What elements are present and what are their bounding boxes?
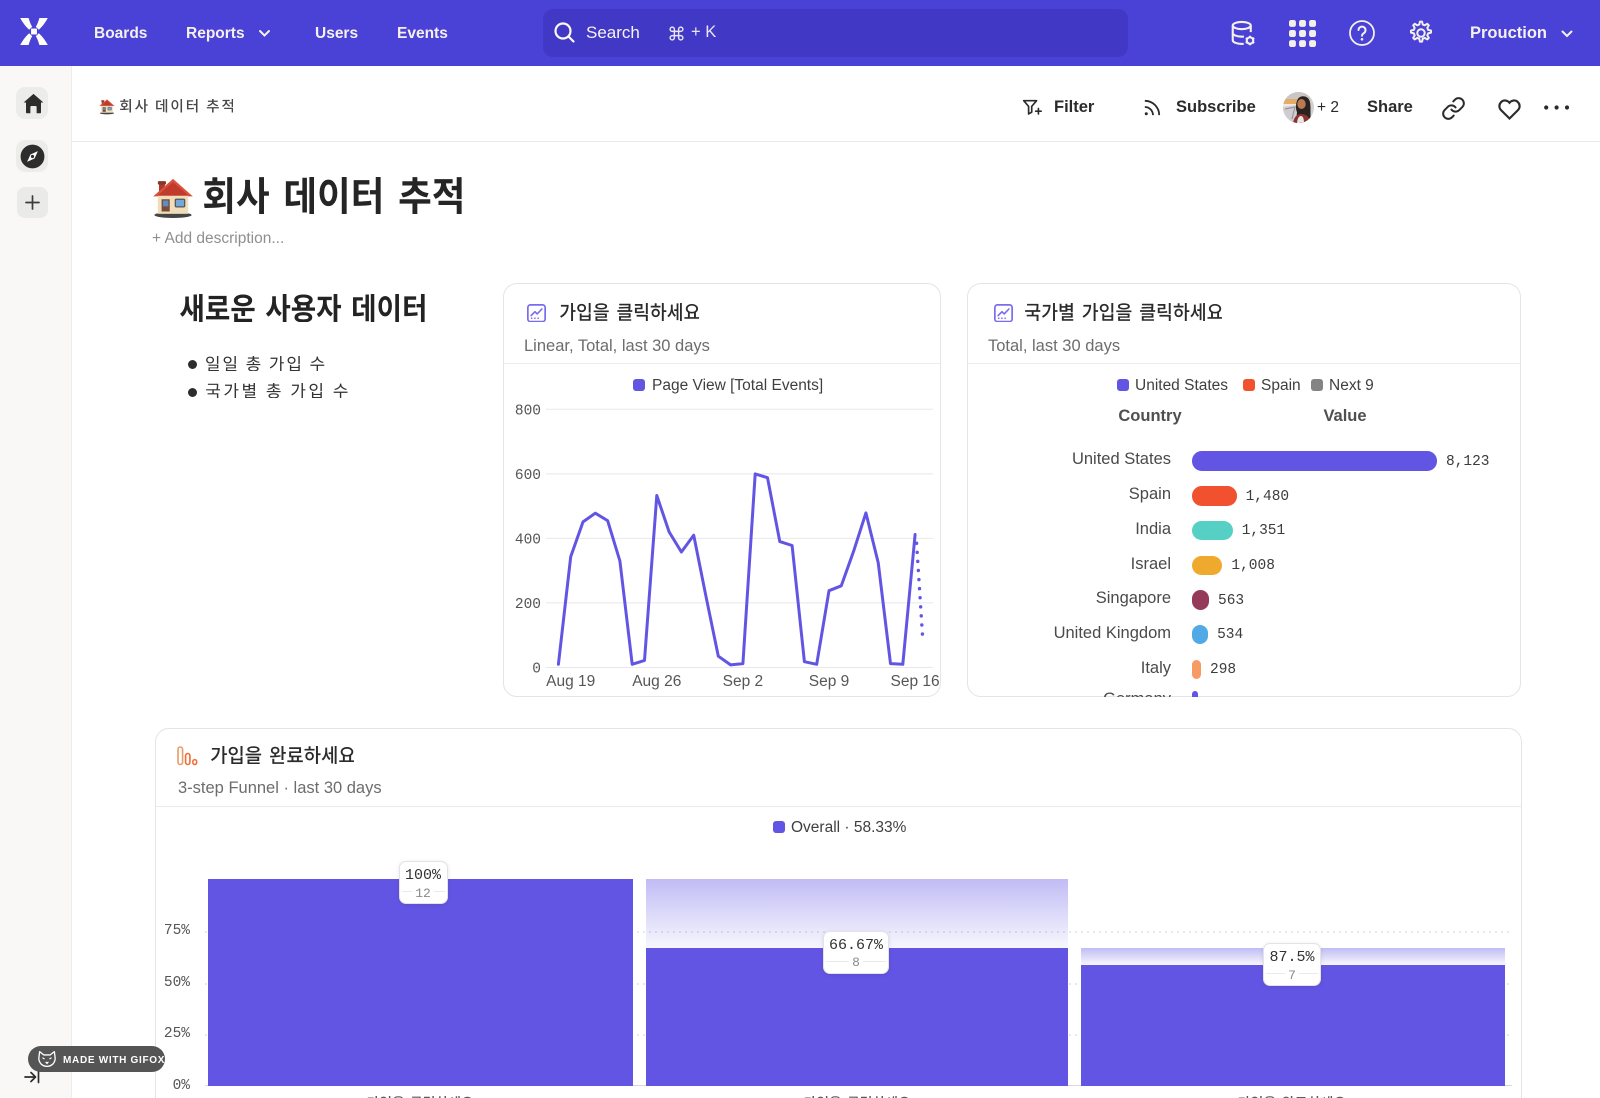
svg-text:Sep 16: Sep 16 (891, 673, 940, 690)
svg-text:Aug 19: Aug 19 (546, 673, 595, 690)
svg-text:400: 400 (515, 532, 541, 548)
svg-text:200: 200 (515, 597, 541, 613)
svg-text:Sep 9: Sep 9 (809, 673, 850, 690)
svg-text:800: 800 (515, 403, 541, 419)
svg-text:0: 0 (532, 662, 541, 678)
svg-text:600: 600 (515, 468, 541, 484)
svg-text:Aug 26: Aug 26 (632, 673, 681, 690)
svg-text:Sep 2: Sep 2 (723, 673, 764, 690)
